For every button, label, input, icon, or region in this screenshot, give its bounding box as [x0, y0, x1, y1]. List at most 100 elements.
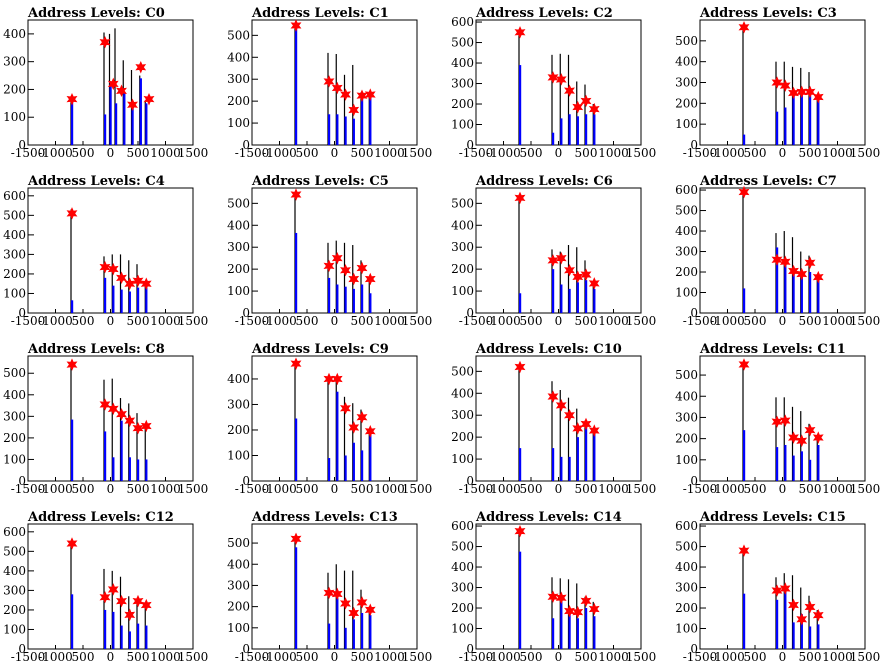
plot-frame: [475, 355, 642, 482]
peak-marker: [572, 270, 584, 284]
peak-marker: [356, 261, 368, 275]
bar-fill: [576, 282, 579, 313]
y-tick-label: 300: [227, 397, 250, 411]
peak-marker: [140, 277, 152, 290]
peak-marker: [555, 399, 567, 412]
bar-fill: [137, 459, 140, 481]
y-tick-label: 300: [3, 247, 26, 261]
x-tick-label: -1000: [710, 314, 745, 328]
y-tick-label-zero: 0: [242, 642, 250, 656]
x-tick-label: 0: [107, 314, 115, 328]
bar-fill: [328, 277, 331, 313]
chart-panel-c6: Address Levels: C61002003004005000-1500-…: [451, 174, 656, 328]
bar-fill: [71, 594, 74, 649]
plot-frame: [475, 523, 642, 650]
bar-fill: [585, 608, 588, 649]
peak-marker: [738, 544, 750, 557]
bar-fill: [576, 116, 579, 145]
y-tick-label: 300: [451, 77, 474, 91]
y-tick-label: 100: [3, 286, 26, 300]
peak-marker: [132, 594, 144, 608]
y-tick-label: 300: [227, 240, 250, 254]
x-tick-label: 0: [779, 146, 787, 160]
x-tick-label: 0: [779, 650, 787, 664]
x-tick-label: 1500: [178, 650, 209, 664]
bar-fill: [809, 272, 812, 313]
bar-fill: [295, 26, 298, 145]
y-tick-label: 600: [3, 525, 26, 539]
y-tick-label: 200: [3, 267, 26, 281]
peak-marker: [514, 26, 526, 39]
x-tick-label: -1000: [38, 650, 73, 664]
chart-title: Address Levels: C8: [27, 342, 165, 357]
bar-fill: [336, 391, 339, 481]
peak-marker: [738, 21, 750, 34]
bar-fill: [328, 623, 331, 649]
chart-title: Address Levels: C9: [251, 342, 389, 357]
peak-marker: [572, 605, 584, 619]
x-tick-label: -1500: [683, 650, 718, 664]
y-tick-label: 100: [3, 622, 26, 636]
x-tick-label: 500: [575, 650, 598, 664]
peak-marker: [356, 410, 368, 424]
x-tick-label: 1000: [150, 146, 181, 160]
x-tick-label: 500: [575, 314, 598, 328]
peak-marker: [116, 594, 127, 608]
y-tick-label: 300: [3, 409, 26, 423]
x-tick-label: 0: [331, 650, 339, 664]
peak-marker: [340, 88, 351, 101]
y-tick-label-zero: 0: [466, 474, 474, 488]
y-tick-label: 300: [3, 583, 26, 597]
y-tick-label: 600: [451, 15, 474, 29]
chart-panel-c5: Address Levels: C51002003004005000-1500-…: [227, 174, 432, 328]
y-tick-label: 200: [3, 431, 26, 445]
y-tick-label: 100: [451, 452, 474, 466]
bar-fill: [593, 616, 596, 649]
plot-frame: [251, 19, 418, 146]
x-tick-label: -1500: [235, 650, 270, 664]
y-tick-label: 300: [451, 408, 474, 422]
peak-marker: [812, 608, 824, 622]
chart-title: Address Levels: C1: [251, 6, 389, 21]
bar-fill: [352, 118, 355, 145]
x-tick-label: -1500: [11, 482, 46, 496]
y-tick-label: 100: [3, 452, 26, 466]
x-tick-label: 500: [351, 650, 374, 664]
x-tick-label: 500: [744, 146, 767, 160]
bar-fill: [809, 459, 812, 481]
peak-marker: [779, 582, 791, 595]
chart-panel-c4: Address Levels: C41002003004005006000-15…: [3, 174, 208, 328]
peak-marker: [323, 586, 335, 600]
bar-fill: [552, 448, 555, 481]
bar-fill: [784, 263, 787, 313]
y-tick-label: 100: [451, 118, 474, 132]
peak-marker: [779, 79, 791, 92]
chart-panel-c8: Address Levels: C81002003004005000-1500-…: [3, 342, 208, 496]
x-tick-label: 1000: [822, 650, 853, 664]
x-tick-label: 1500: [626, 314, 657, 328]
y-tick-label: 400: [3, 388, 26, 402]
x-tick-label: -1000: [38, 146, 73, 160]
bar-fill: [519, 293, 522, 313]
peak-marker: [580, 268, 592, 281]
chart-title: Address Levels: C13: [251, 510, 398, 525]
peak-marker: [788, 598, 799, 612]
bar-fill: [369, 432, 372, 481]
y-tick-label: 400: [227, 372, 250, 386]
y-tick-label: 100: [227, 284, 250, 298]
bar-fill: [104, 609, 107, 649]
y-tick-label: 100: [675, 622, 698, 636]
x-tick-label: 1500: [850, 146, 881, 160]
plot-frame: [475, 187, 642, 314]
chart-title: Address Levels: C4: [27, 174, 165, 189]
x-tick-label: 500: [799, 482, 822, 496]
bar-fill: [120, 420, 123, 481]
x-tick-label: 1000: [374, 650, 405, 664]
bar-fill: [800, 274, 803, 313]
bar-fill: [817, 444, 820, 481]
bar-fill: [593, 114, 596, 145]
x-tick-label: 500: [72, 314, 95, 328]
y-tick-label: 500: [3, 544, 26, 558]
x-tick-label: 1500: [402, 314, 433, 328]
peak-marker: [348, 103, 360, 117]
